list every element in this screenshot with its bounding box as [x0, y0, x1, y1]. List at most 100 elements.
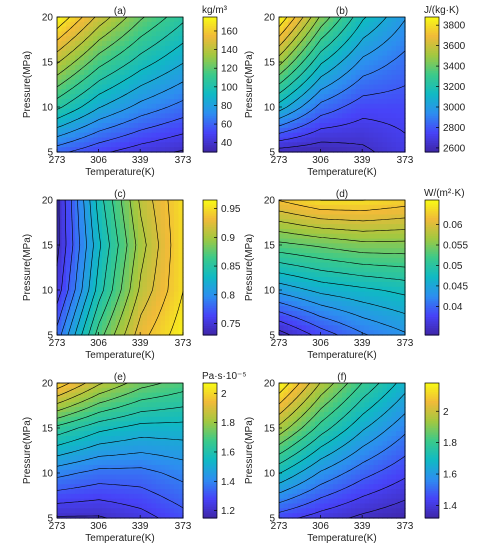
- heatmap-cell: [301, 74, 307, 81]
- heatmap-cell: [297, 200, 303, 206]
- colorbar-segment: [203, 276, 217, 280]
- heatmap-cell: [324, 142, 330, 148]
- heatmap-cell: [369, 123, 375, 129]
- colorbar-segment: [203, 73, 217, 77]
- heatmap-cell: [129, 416, 135, 423]
- heatmap-cell: [57, 450, 63, 456]
- heatmap-cell: [66, 50, 72, 57]
- heatmap-cell: [174, 484, 180, 490]
- panel-e: (e)273 306 339 3735101520Temperature(K)Pres…: [22, 371, 246, 544]
- heatmap-cell: [174, 440, 180, 447]
- heatmap-cell: [364, 421, 370, 427]
- heatmap-cell: [378, 233, 384, 240]
- heatmap-cell: [346, 479, 352, 485]
- heatmap-cell: [97, 325, 103, 331]
- heatmap-cell: [310, 17, 316, 23]
- heatmap-cell: [165, 445, 171, 452]
- heatmap-cell: [84, 508, 90, 514]
- heatmap-cell: [138, 94, 144, 100]
- heatmap-cell: [147, 45, 153, 52]
- heatmap-cell: [328, 272, 334, 278]
- heatmap-cell: [138, 219, 144, 225]
- heatmap-cell: [319, 224, 325, 230]
- heatmap-cell: [106, 464, 112, 471]
- heatmap-cell: [319, 21, 325, 28]
- heatmap-cell: [174, 142, 180, 148]
- colorbar-segment: [425, 251, 439, 255]
- heatmap-cell: [165, 306, 171, 312]
- heatmap-cell: [111, 108, 117, 115]
- heatmap-cell: [61, 228, 67, 235]
- heatmap-cell: [61, 79, 67, 86]
- heatmap-cell: [364, 89, 370, 95]
- heatmap-cell: [165, 204, 171, 211]
- heatmap-cell: [174, 508, 180, 514]
- heatmap-cell: [387, 123, 393, 129]
- heatmap-cell: [360, 436, 366, 442]
- heatmap-cell: [360, 426, 366, 432]
- heatmap-cell: [342, 94, 348, 100]
- heatmap-cell: [292, 50, 298, 57]
- colorbar-segment: [203, 504, 217, 508]
- heatmap-cell: [120, 450, 126, 456]
- heatmap-cell: [373, 65, 379, 71]
- heatmap-cell: [400, 426, 406, 432]
- heatmap-cell: [355, 65, 361, 71]
- heatmap-cell: [66, 219, 72, 225]
- heatmap-cell: [124, 147, 130, 153]
- heatmap-cell: [378, 330, 384, 336]
- heatmap-cell: [382, 123, 388, 129]
- colorbar-frame: [202, 16, 218, 153]
- heatmap-cell: [93, 65, 99, 71]
- heatmap-cell: [66, 440, 72, 447]
- heatmap-cell: [373, 94, 379, 100]
- heatmap-cell: [319, 233, 325, 240]
- heatmap-cell: [333, 214, 339, 220]
- heatmap-cell: [387, 118, 393, 124]
- heatmap-cell: [138, 89, 144, 95]
- heatmap-cell: [57, 493, 63, 500]
- heatmap-cell: [319, 248, 325, 254]
- heatmap-cell: [292, 397, 298, 403]
- heatmap-cell: [129, 60, 135, 66]
- heatmap-cell: [297, 214, 303, 220]
- heatmap-cell: [70, 325, 76, 331]
- heatmap-cell: [364, 74, 370, 81]
- heatmap-cell: [373, 50, 379, 57]
- heatmap-cell: [360, 310, 366, 317]
- heatmap-cell: [378, 209, 384, 216]
- heatmap-cell: [342, 407, 348, 413]
- colorbar-segment: [203, 68, 217, 72]
- heatmap-cell: [337, 98, 343, 105]
- heatmap-cell: [373, 89, 379, 95]
- heatmap-cell: [292, 26, 298, 33]
- heatmap-cell: [169, 257, 175, 264]
- heatmap-cell: [115, 277, 121, 283]
- heatmap-cell: [147, 508, 153, 514]
- heatmap-cell: [279, 84, 285, 90]
- heatmap-cell: [138, 21, 144, 28]
- heatmap-cell: [111, 445, 117, 452]
- colorbar-segment: [425, 120, 439, 124]
- heatmap-cell: [382, 103, 388, 110]
- heatmap-cell: [97, 89, 103, 95]
- colorbar-segment: [203, 84, 217, 88]
- heatmap-cell: [66, 397, 72, 403]
- heatmap-cell: [288, 392, 294, 399]
- colorbar-segment: [203, 62, 217, 65]
- heatmap-cell: [355, 315, 361, 322]
- heatmap-cell: [391, 45, 397, 52]
- heatmap-cell: [70, 36, 76, 42]
- heatmap-cell: [106, 431, 112, 437]
- colorbar-segment: [203, 209, 217, 212]
- heatmap-cell: [75, 440, 81, 447]
- heatmap-cell: [111, 200, 117, 206]
- heatmap-cell: [84, 98, 90, 105]
- heatmap-cell: [151, 296, 157, 302]
- heatmap-cell: [120, 21, 126, 28]
- heatmap-cell: [315, 286, 321, 293]
- heatmap-cell: [88, 55, 94, 61]
- colorbar-segment: [203, 118, 217, 122]
- heatmap-cell: [151, 469, 157, 476]
- heatmap-cell: [297, 310, 303, 317]
